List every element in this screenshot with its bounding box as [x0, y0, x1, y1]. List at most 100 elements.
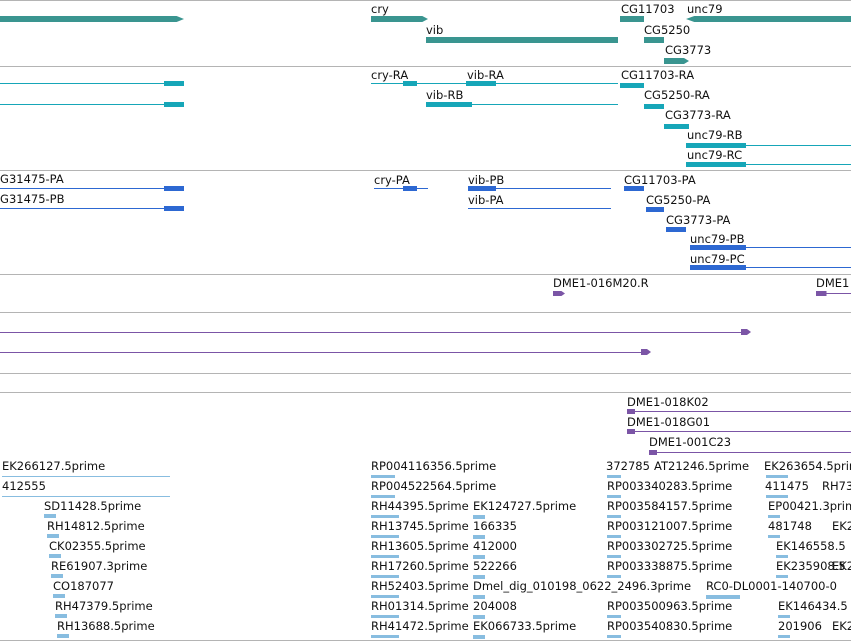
est-label[interactable]: EK263654.5prime: [764, 459, 851, 473]
protein-label[interactable]: unc79-PC: [690, 252, 745, 266]
est-glyph[interactable]: [51, 574, 63, 578]
protein-label[interactable]: CG5250-PA: [646, 193, 711, 207]
gene-glyph[interactable]: [644, 37, 664, 43]
bac-clone-glyph[interactable]: [627, 431, 851, 432]
transcript-glyph[interactable]: [371, 83, 428, 84]
transcript-exon[interactable]: [164, 102, 184, 107]
est-glyph[interactable]: [607, 635, 621, 638]
est-glyph[interactable]: [371, 635, 399, 638]
est-glyph[interactable]: [766, 495, 788, 498]
est-glyph[interactable]: [473, 595, 485, 599]
protein-exon[interactable]: [164, 186, 184, 191]
transcript-glyph[interactable]: [686, 164, 851, 165]
transcript-glyph[interactable]: [0, 83, 184, 84]
bac-clone-glyph[interactable]: [627, 411, 851, 412]
transcript-label[interactable]: unc79-RB: [687, 128, 743, 142]
est-label[interactable]: RP004522564.5prime: [371, 479, 497, 493]
est-label[interactable]: EK146558.5: [776, 539, 846, 553]
transcript-exon[interactable]: [466, 81, 496, 86]
est-glyph[interactable]: [473, 535, 485, 539]
est-glyph[interactable]: [371, 475, 395, 478]
est-label[interactable]: RP003302725.5prime: [607, 539, 733, 553]
protein-label[interactable]: vib-PB: [468, 173, 505, 187]
est-glyph[interactable]: [607, 575, 621, 578]
est-label[interactable]: RH44395.5prime: [371, 499, 469, 513]
est-glyph[interactable]: [2, 496, 170, 497]
clone-alignment-end[interactable]: [641, 349, 651, 355]
est-glyph[interactable]: [768, 535, 780, 538]
protein-glyph[interactable]: [0, 208, 184, 209]
protein-exon[interactable]: [690, 265, 746, 270]
bac-clone-end[interactable]: [627, 429, 635, 434]
transcript-label[interactable]: vib-RB: [426, 88, 464, 102]
est-glyph[interactable]: [473, 555, 485, 559]
est-glyph[interactable]: [473, 615, 485, 619]
gene-glyph[interactable]: [0, 16, 184, 22]
est-glyph[interactable]: [473, 635, 485, 639]
transcript-label[interactable]: CG11703-RA: [621, 68, 695, 82]
est-label[interactable]: EP00421.3prime: [768, 499, 851, 513]
transcript-glyph[interactable]: [426, 83, 618, 84]
est-glyph[interactable]: [776, 575, 788, 578]
est-glyph[interactable]: [607, 515, 621, 518]
est-label[interactable]: 412000: [473, 539, 517, 553]
protein-exon[interactable]: [690, 245, 746, 250]
est-label[interactable]: EK146434.5: [778, 599, 848, 613]
est-label[interactable]: RH13605.5prime: [371, 539, 469, 553]
est-label[interactable]: RH13745.5prime: [371, 519, 469, 533]
est-label[interactable]: RH52403.5prime: [371, 579, 469, 593]
est-glyph[interactable]: [473, 515, 485, 519]
est-glyph[interactable]: [607, 475, 621, 478]
bac-clone-label[interactable]: DME1-001C23: [649, 435, 732, 449]
transcript-exon[interactable]: [686, 162, 746, 167]
clone-end-label[interactable]: DME1-016M20.R: [553, 276, 649, 290]
est-label[interactable]: RP004116356.5prime: [371, 459, 497, 473]
est-glyph[interactable]: [371, 555, 399, 558]
est-glyph[interactable]: [607, 535, 621, 538]
est-glyph[interactable]: [371, 575, 399, 578]
gene-label[interactable]: CG11703: [621, 2, 675, 16]
est-label[interactable]: RP003500963.5prime: [607, 599, 733, 613]
est-label[interactable]: RH13688.5prime: [57, 619, 155, 633]
transcript-glyph[interactable]: [644, 104, 664, 109]
gene-glyph[interactable]: [620, 16, 644, 22]
est-label[interactable]: 372785: [606, 459, 650, 473]
transcript-glyph[interactable]: [0, 104, 184, 105]
est-label[interactable]: EK266127.5prime: [2, 459, 106, 473]
est-label[interactable]: RP003121007.5prime: [607, 519, 733, 533]
est-glyph[interactable]: [44, 514, 56, 518]
est-label[interactable]: 522266: [473, 559, 517, 573]
est-label[interactable]: RH73: [822, 479, 851, 493]
est-label[interactable]: SD11428.5prime: [44, 499, 142, 513]
bac-clone-end[interactable]: [627, 409, 635, 414]
protein-glyph[interactable]: [468, 208, 611, 209]
clone-alignment-end[interactable]: [741, 329, 751, 335]
est-glyph[interactable]: [706, 595, 740, 599]
est-glyph[interactable]: [371, 495, 395, 498]
est-label[interactable]: 204008: [473, 599, 517, 613]
est-label[interactable]: EK066733.5prime: [473, 619, 577, 633]
gene-glyph[interactable]: [686, 16, 851, 22]
protein-glyph[interactable]: [646, 207, 664, 212]
est-glyph[interactable]: [607, 555, 621, 558]
est-label[interactable]: 411475: [765, 479, 809, 493]
est-glyph[interactable]: [371, 595, 399, 598]
est-label[interactable]: 166335: [473, 519, 517, 533]
est-glyph[interactable]: [49, 554, 61, 558]
transcript-label[interactable]: CG5250-RA: [644, 88, 710, 102]
est-glyph[interactable]: [371, 535, 399, 538]
est-glyph[interactable]: [2, 476, 170, 477]
est-glyph[interactable]: [607, 495, 621, 498]
est-label[interactable]: CK02355.5prime: [49, 539, 146, 553]
est-glyph[interactable]: [57, 634, 69, 638]
protein-glyph[interactable]: [624, 186, 644, 191]
est-label[interactable]: EK235908.5: [776, 559, 846, 573]
transcript-label[interactable]: cry-RA: [371, 68, 409, 82]
gene-label[interactable]: cry: [371, 2, 389, 16]
est-label[interactable]: EK2: [832, 519, 851, 533]
protein-exon[interactable]: [164, 206, 184, 211]
est-glyph[interactable]: [473, 575, 485, 579]
est-label[interactable]: RP003584157.5prime: [607, 499, 733, 513]
est-label[interactable]: AT21246.5prime: [654, 459, 750, 473]
est-label[interactable]: RP003338875.5prime: [607, 559, 733, 573]
